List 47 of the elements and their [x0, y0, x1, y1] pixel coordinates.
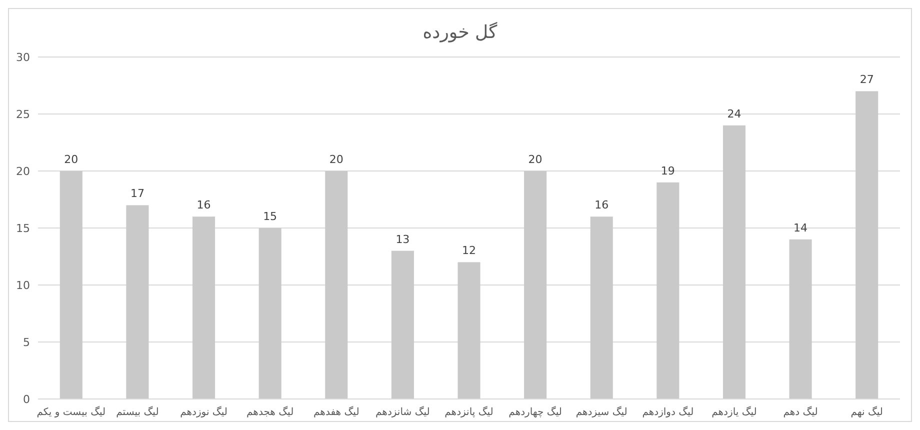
x-tick-label: لیگ چهاردهم	[508, 406, 562, 418]
x-tick-label: لیگ هفدهم	[314, 406, 360, 418]
x-tick-label: لیگ دهم	[783, 406, 818, 418]
data-label: 27	[860, 73, 874, 86]
bar	[590, 216, 613, 399]
data-label: 16	[594, 198, 609, 212]
data-label: 12	[462, 244, 476, 258]
x-tick-label: لیگ نوزدهم	[180, 406, 228, 418]
bar	[656, 182, 680, 399]
x-tick-label: لیگ بیستم	[116, 406, 159, 418]
bar	[722, 125, 746, 399]
chart-title: گل خورده	[422, 21, 498, 43]
x-tick-label: لیگ پانزدهم	[444, 406, 494, 418]
x-tick-label: لیگ سیزدهم	[576, 406, 628, 418]
y-tick-label: 20	[16, 165, 30, 178]
data-label: 13	[396, 232, 410, 246]
bar	[126, 205, 149, 399]
y-tick-label: 15	[16, 222, 30, 235]
data-label: 19	[660, 164, 675, 178]
x-tick-label: لیگ هجدهم	[246, 406, 294, 418]
data-label: 17	[130, 187, 144, 200]
bar	[391, 250, 414, 399]
y-tick-label: 25	[16, 108, 30, 121]
x-tick-label: لیگ دوازدهم	[642, 406, 694, 418]
y-tick-label: 10	[16, 279, 30, 292]
data-label: 15	[263, 210, 278, 223]
x-tick-label: لیگ یازدهم	[712, 406, 757, 418]
bar	[192, 216, 216, 399]
x-tick-label: لیگ نهم	[850, 406, 883, 418]
bar	[458, 262, 480, 399]
data-label: 20	[329, 153, 344, 166]
bar	[325, 171, 348, 399]
data-label: 20	[528, 153, 542, 166]
bar	[524, 171, 547, 399]
data-label: 16	[196, 198, 211, 212]
data-label: 14	[794, 221, 808, 234]
data-label: 24	[727, 107, 742, 120]
bar	[856, 91, 878, 399]
y-tick-label: 30	[16, 51, 30, 64]
bar	[258, 228, 282, 399]
bar	[60, 171, 82, 399]
x-tick-label: لیگ بیست و یکم	[36, 406, 106, 418]
x-tick-label: لیگ شانزدهم	[376, 406, 430, 418]
y-tick-label: 0	[23, 393, 30, 406]
bar	[789, 239, 812, 399]
data-label: 20	[64, 153, 78, 166]
y-tick-label: 5	[23, 336, 30, 349]
